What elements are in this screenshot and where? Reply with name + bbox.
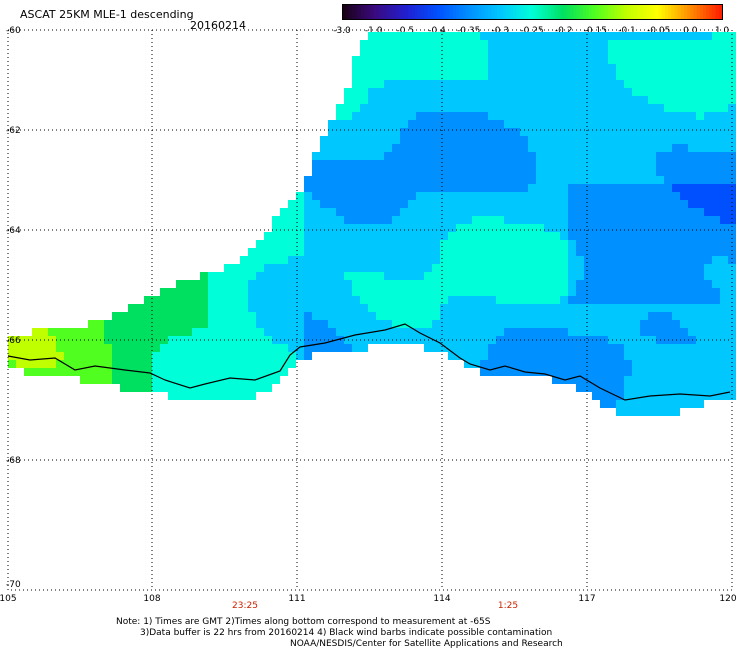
colorbar-label: -0.1: [618, 26, 636, 36]
colorbar-label: -0.2: [554, 26, 573, 36]
lat-label-70: -70: [6, 580, 21, 590]
colorbar-label: -0.25: [520, 26, 544, 36]
lon-label-117: 117: [578, 594, 596, 604]
lon-label-111: 111: [288, 594, 306, 604]
colorbar-label: -1.0: [364, 26, 383, 36]
mle-data-field: [8, 32, 736, 416]
pass-time-1: 23:25: [232, 601, 258, 611]
graticule: [8, 30, 732, 590]
note-line-2: 3)Data buffer is 22 hrs from 20160214 4)…: [140, 628, 553, 638]
colorbar-label: -0.4: [428, 26, 446, 36]
lat-label-62: -62: [6, 126, 21, 136]
plot-frame: [7, 29, 733, 591]
colorbar-label: 0.0: [683, 26, 698, 36]
note-line-1: Note: 1) Times are GMT 2)Times along bot…: [116, 617, 491, 627]
colorbar-label: -3.0: [333, 26, 351, 36]
colorbar-label: -0.15: [583, 26, 607, 36]
lon-label-120: 120: [719, 594, 737, 604]
colorbar-label: -0.5: [396, 26, 415, 36]
map-date: 20160214: [190, 19, 246, 32]
colorbar-label: -0.05: [647, 26, 671, 36]
colorbar-label: -0.3: [491, 26, 510, 36]
lat-label-68: -68: [6, 456, 21, 466]
coastline: [7, 323, 731, 401]
lat-label-64: -64: [6, 226, 21, 236]
lon-label-105: 105: [0, 594, 17, 604]
colorbar: [342, 4, 723, 20]
lat-label-66: -66: [6, 336, 21, 346]
colorbar-label: 1.0: [714, 26, 730, 36]
pass-time-2: 1:25: [497, 601, 519, 611]
colorbar-label: -0.35: [457, 26, 481, 36]
note-line-3: NOAA/NESDIS/Center for Satellite Applica…: [290, 639, 563, 649]
lat-label-60: -60: [6, 26, 21, 36]
lon-label-108: 108: [143, 594, 161, 604]
map-title: ASCAT 25KM MLE-1 descending: [20, 8, 194, 21]
lon-label-114: 114: [433, 594, 451, 604]
